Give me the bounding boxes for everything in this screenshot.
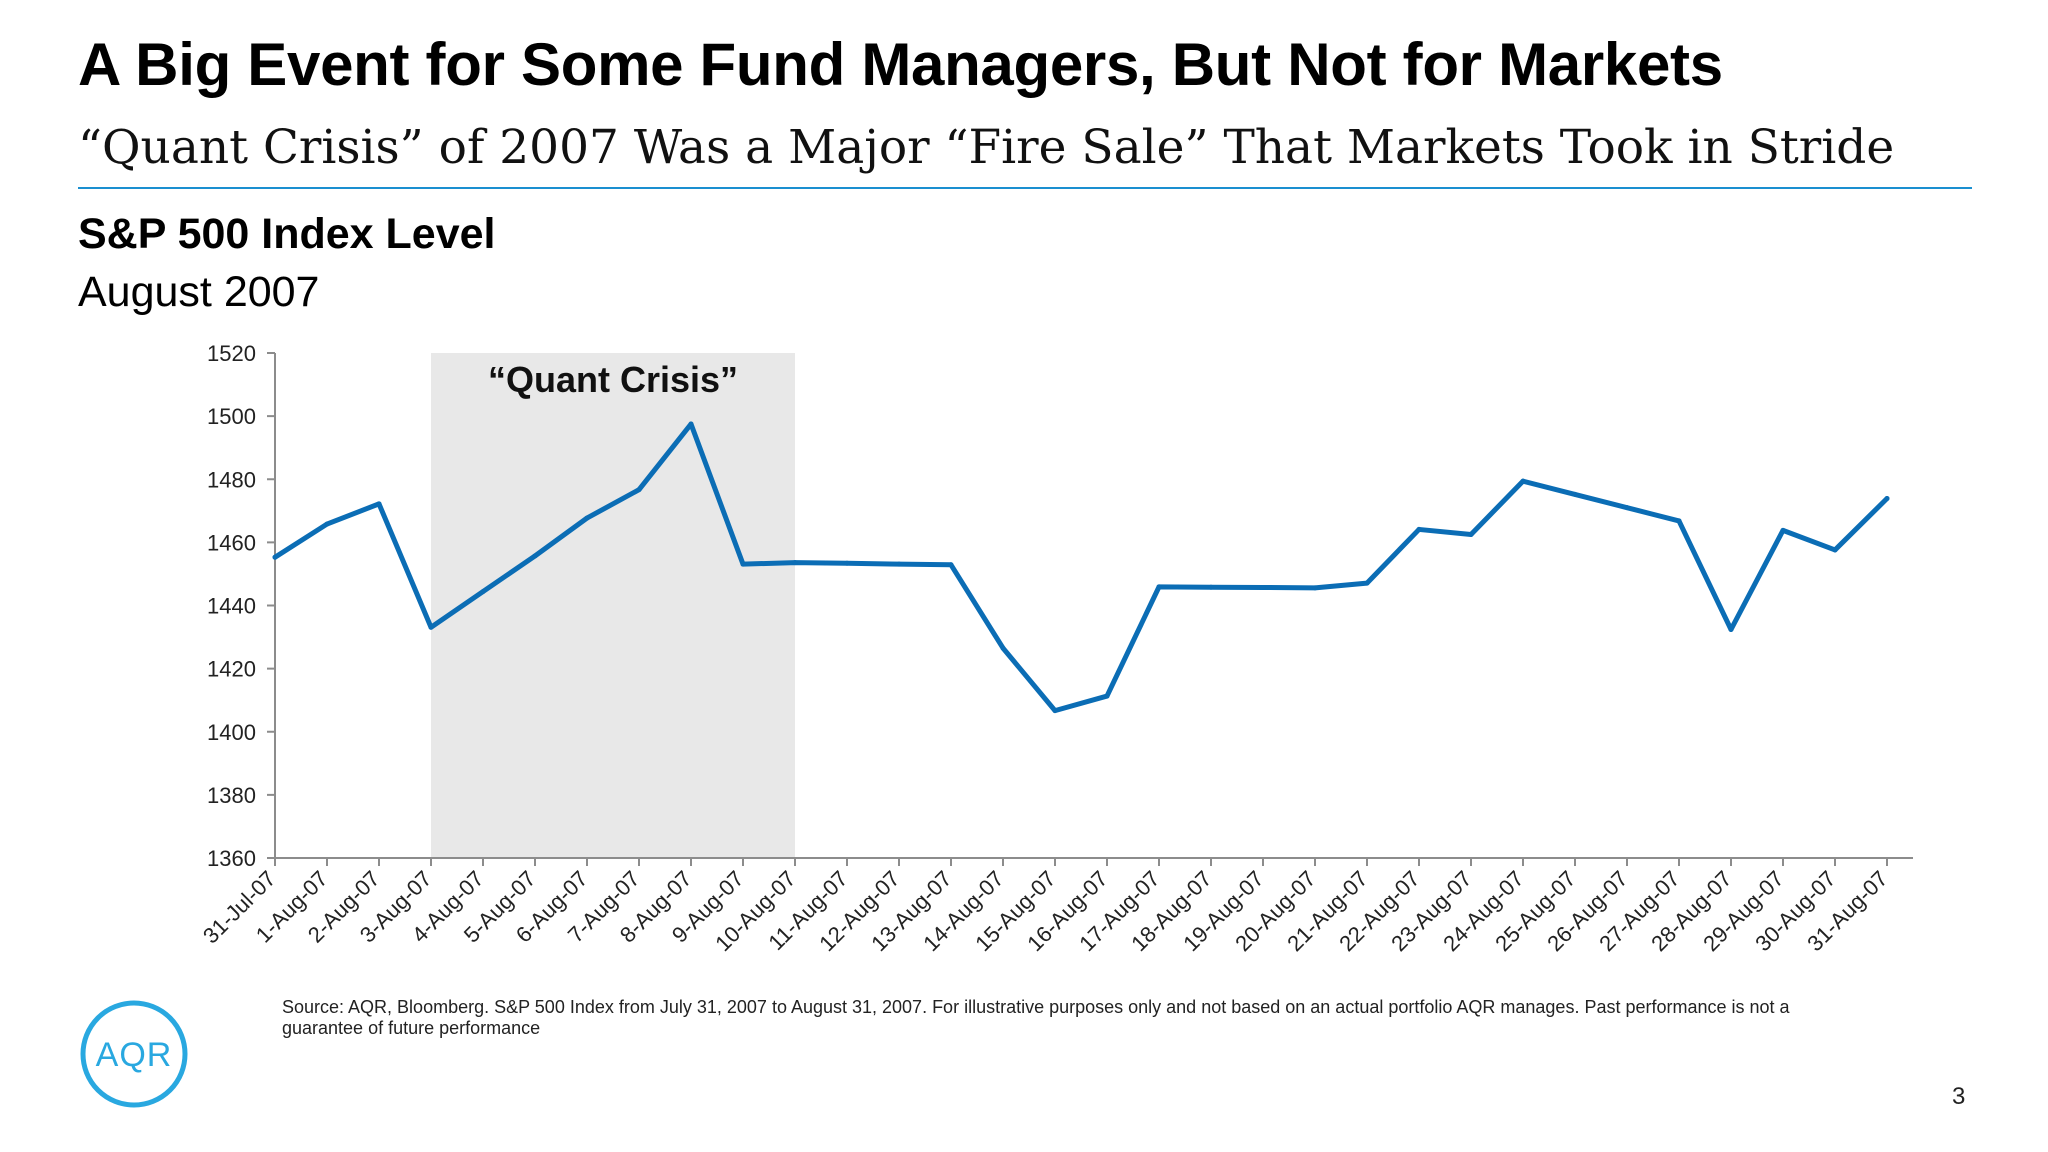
chart-period: August 2007: [78, 268, 320, 316]
y-tick-label: 1380: [207, 783, 256, 808]
series-line: [272, 421, 1890, 714]
data-point: [272, 554, 278, 560]
data-point: [1104, 693, 1110, 699]
data-point: [1572, 491, 1578, 497]
data-point: [688, 421, 694, 427]
y-tick-label: 1420: [207, 657, 256, 682]
data-point: [376, 501, 382, 507]
shaded-region: [431, 353, 795, 858]
y-tick-label: 1460: [207, 530, 256, 555]
data-point: [1468, 531, 1474, 537]
data-point: [1416, 526, 1422, 532]
data-point: [1728, 626, 1734, 632]
data-point: [1156, 584, 1162, 590]
aqr-logo: AQR: [80, 1000, 188, 1108]
slide-subtitle: “Quant Crisis” of 2007 Was a Major “Fire…: [78, 120, 1895, 175]
page-number: 3: [1952, 1083, 1966, 1110]
logo-ring: [80, 1000, 188, 1108]
data-point: [1884, 496, 1890, 502]
slide-title: A Big Event for Some Fund Managers, But …: [78, 31, 1723, 98]
data-point: [1052, 708, 1058, 714]
y-tick-label: 1500: [207, 404, 256, 429]
data-point: [324, 521, 330, 527]
data-point: [1624, 505, 1630, 511]
data-point: [1676, 518, 1682, 524]
title-divider: [78, 187, 1972, 189]
data-point: [1208, 584, 1214, 590]
shaded-region-label: “Quant Crisis”: [488, 359, 738, 400]
chart-heading: S&P 500 Index Level: [78, 210, 496, 258]
data-point: [584, 515, 590, 521]
y-tick-label: 1360: [207, 846, 256, 871]
data-point: [1000, 645, 1006, 651]
data-point: [1260, 585, 1266, 591]
data-point: [1312, 585, 1318, 591]
data-point: [1364, 580, 1370, 586]
source-note: Source: AQR, Bloomberg. S&P 500 Index fr…: [282, 997, 1790, 1038]
y-tick-label: 1400: [207, 720, 256, 745]
data-point: [844, 560, 850, 566]
data-point: [532, 553, 538, 559]
data-point: [428, 624, 434, 630]
y-tick-label: 1480: [207, 467, 256, 492]
data-point: [896, 561, 902, 567]
logo-text: AQR: [96, 1036, 173, 1074]
data-point: [740, 561, 746, 567]
data-point: [948, 562, 954, 568]
data-point: [1832, 547, 1838, 553]
data-point: [1780, 527, 1786, 533]
data-point: [792, 560, 798, 566]
data-point: [636, 487, 642, 493]
data-point: [480, 589, 486, 595]
y-tick-label: 1440: [207, 594, 256, 619]
y-tick-label: 1520: [207, 341, 256, 366]
data-point: [1520, 478, 1526, 484]
